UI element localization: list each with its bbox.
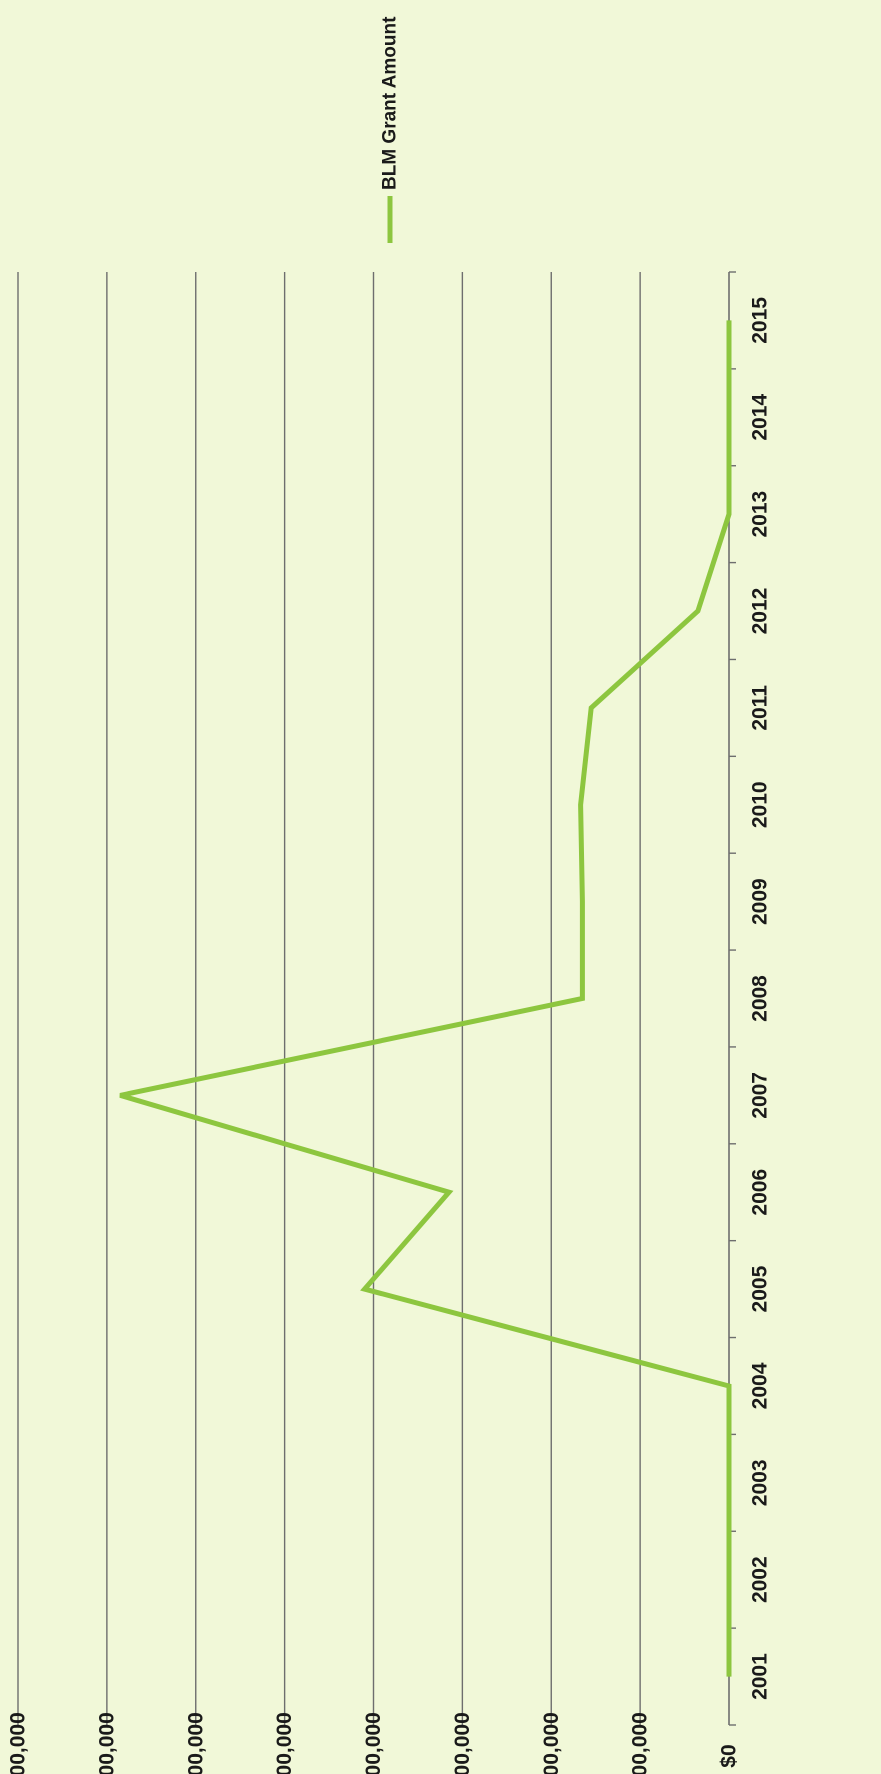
x-tick-label: 2001	[749, 1653, 772, 1700]
series-line	[119, 320, 732, 1677]
x-tick-label: 2003	[749, 1459, 772, 1506]
y-tick-label: $300,000	[451, 1712, 474, 1774]
x-tick-label: 2006	[749, 1169, 772, 1216]
y-tick-label: $400,000	[362, 1712, 385, 1774]
series-layer	[119, 320, 732, 1677]
y-tick-label: $200,000	[540, 1712, 563, 1774]
x-tick-label: 2008	[749, 975, 772, 1022]
x-tick-label: 2009	[749, 878, 772, 925]
x-tick-label: 2015	[749, 297, 772, 344]
gridlines	[17, 272, 641, 1725]
x-tick-label: 2002	[749, 1556, 772, 1603]
y-tick-label: $500,000	[273, 1712, 296, 1774]
x-tick-label: 2004	[749, 1362, 772, 1409]
y-tick-label: $0	[718, 1744, 741, 1767]
x-tick-label: 2007	[749, 1072, 772, 1119]
x-tick-label: 2011	[749, 685, 772, 731]
x-tick-label: 2013	[749, 491, 772, 538]
y-axis-tick-labels: $0 $100,000 $200,000 $300,000 $400,000 $500,0…	[7, 1712, 741, 1774]
x-axis-tick-labels: 2001 2002 2003 2004 2005 2006 2007 2008 2009 2010…	[749, 297, 772, 1700]
x-tick-label: 2005	[749, 1265, 772, 1312]
legend-label: BLM Grant Amount	[380, 16, 401, 190]
y-tick-label: $100,000	[629, 1712, 652, 1774]
x-tick-label: 2012	[749, 588, 772, 635]
y-tick-label: $800,000	[7, 1712, 30, 1774]
legend: BLM Grant Amount	[380, 16, 401, 243]
y-tick-label: $600,000	[184, 1712, 207, 1774]
x-tick-label: 2014	[749, 394, 772, 441]
y-tick-label: $700,000	[95, 1712, 118, 1774]
x-tick-label: 2010	[749, 781, 772, 828]
